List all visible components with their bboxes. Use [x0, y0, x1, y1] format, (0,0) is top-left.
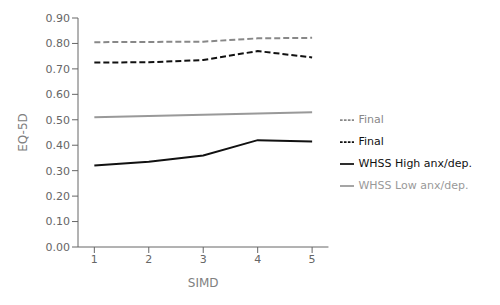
- svg-text:0.70: 0.70: [46, 63, 71, 76]
- html-text:WHSS High anx/dep.: WHSS High anx/dep.: [358, 156, 472, 170]
- svg-text:0.10: 0.10: [46, 215, 71, 228]
- svg-text:EQ-5D: EQ-5D: [16, 113, 30, 152]
- svg-text:0.20: 0.20: [46, 190, 71, 203]
- svg-text:5: 5: [309, 253, 316, 266]
- svg-text:0.80: 0.80: [46, 37, 71, 50]
- svg-text:2: 2: [145, 253, 152, 266]
- svg-text:0.40: 0.40: [46, 139, 71, 152]
- svg-text:3: 3: [200, 253, 207, 266]
- svg-text:4: 4: [254, 253, 261, 266]
- html-text:Final: Final: [358, 112, 384, 126]
- svg-text:0.60: 0.60: [46, 88, 71, 101]
- svg-text:0.00: 0.00: [46, 241, 71, 254]
- svg-text:0.90: 0.90: [46, 12, 71, 25]
- svg-text:SIMD: SIMD: [188, 276, 219, 290]
- html-text:Final: Final: [358, 134, 384, 148]
- svg-text:0.50: 0.50: [46, 114, 71, 127]
- svg-text:0.30: 0.30: [46, 165, 71, 178]
- html-text:WHSS Low anx/dep.: WHSS Low anx/dep.: [358, 178, 469, 192]
- svg-text:1: 1: [91, 253, 98, 266]
